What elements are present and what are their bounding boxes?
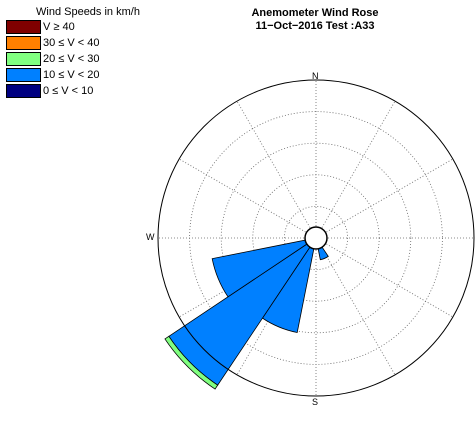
legend-swatch	[6, 36, 41, 50]
chart-subtitle: 11−Oct−2016 Test :A33	[255, 20, 375, 32]
grid-spoke	[315, 158, 454, 239]
grid-spoke	[178, 158, 317, 239]
legend-label: 0 ≤ V < 10	[43, 85, 94, 97]
legend-swatch	[6, 68, 41, 82]
legend-label: V ≥ 40	[43, 21, 75, 33]
outer-circle	[157, 79, 475, 397]
center-circle	[304, 226, 328, 250]
grid-ring	[252, 174, 380, 302]
legend-item-20-30: 20 ≤ V < 30	[6, 51, 156, 67]
grid-spoke	[315, 100, 396, 239]
grid-ring	[283, 205, 348, 270]
legend-item-30-40: 30 ≤ V < 40	[6, 35, 156, 51]
legend-item-10-20: 10 ≤ V < 20	[6, 67, 156, 83]
legend-swatch	[6, 52, 41, 66]
legend-label: 30 ≤ V < 40	[43, 37, 100, 49]
grid-spoke	[236, 100, 317, 239]
direction-label-west: W	[146, 232, 155, 242]
legend-swatch	[6, 20, 41, 34]
sector-225-bin-2	[164, 335, 219, 390]
grid-ring	[189, 111, 443, 365]
grid-spoke	[315, 237, 396, 376]
legend-item-40plus: V ≥ 40	[6, 19, 156, 35]
grid-spoke	[315, 237, 454, 318]
legend: Wind Speeds in km/h V ≥ 40 30 ≤ V < 40 2…	[6, 5, 156, 99]
chart-title: Anemometer Wind Rose	[251, 7, 379, 19]
legend-label: 10 ≤ V < 20	[43, 69, 100, 81]
legend-title: Wind Speeds in km/h	[36, 6, 140, 18]
legend-swatch	[6, 84, 41, 98]
legend-item-0-10: 0 ≤ V < 10	[6, 83, 156, 99]
wind-sectors	[164, 235, 329, 390]
direction-label-north: N	[312, 71, 319, 81]
legend-label: 20 ≤ V < 30	[43, 53, 100, 65]
grid-ring	[220, 142, 412, 334]
direction-label-south: S	[312, 397, 319, 407]
